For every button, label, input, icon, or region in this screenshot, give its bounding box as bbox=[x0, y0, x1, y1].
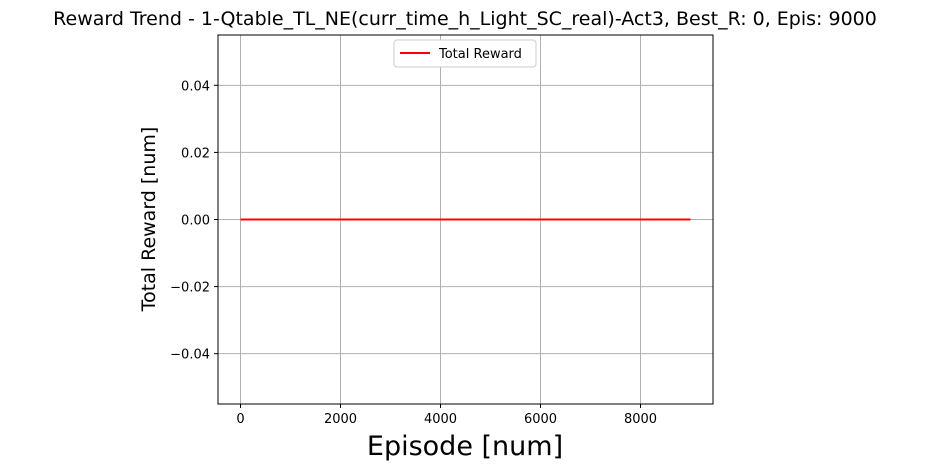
x-tick-label: 4000 bbox=[424, 412, 457, 427]
legend-label-total-reward: Total Reward bbox=[438, 47, 522, 62]
y-tick-label: −0.02 bbox=[170, 281, 210, 296]
y-axis-label: Total Reward [num] bbox=[138, 127, 160, 313]
x-tick-label: 8000 bbox=[624, 412, 657, 427]
x-tick-label: 0 bbox=[236, 412, 244, 427]
y-tick-label: 0.02 bbox=[181, 146, 210, 161]
x-axis-label: Episode [num] bbox=[367, 431, 563, 462]
y-tick-label: −0.04 bbox=[170, 348, 210, 363]
y-tick-label: 0.04 bbox=[181, 79, 210, 94]
axis-ticks: 0 2000 4000 6000 8000 −0.04 −0.02 0.00 0.02 0.04 bbox=[170, 79, 657, 427]
y-tick-label: 0.00 bbox=[181, 214, 210, 229]
legend: Total Reward bbox=[393, 39, 537, 68]
x-tick-label: 2000 bbox=[324, 412, 357, 427]
chart-title: Reward Trend - 1-Qtable_TL_NE(curr_time_… bbox=[53, 8, 877, 30]
x-tick-label: 6000 bbox=[524, 412, 557, 427]
legend-box bbox=[393, 39, 537, 68]
